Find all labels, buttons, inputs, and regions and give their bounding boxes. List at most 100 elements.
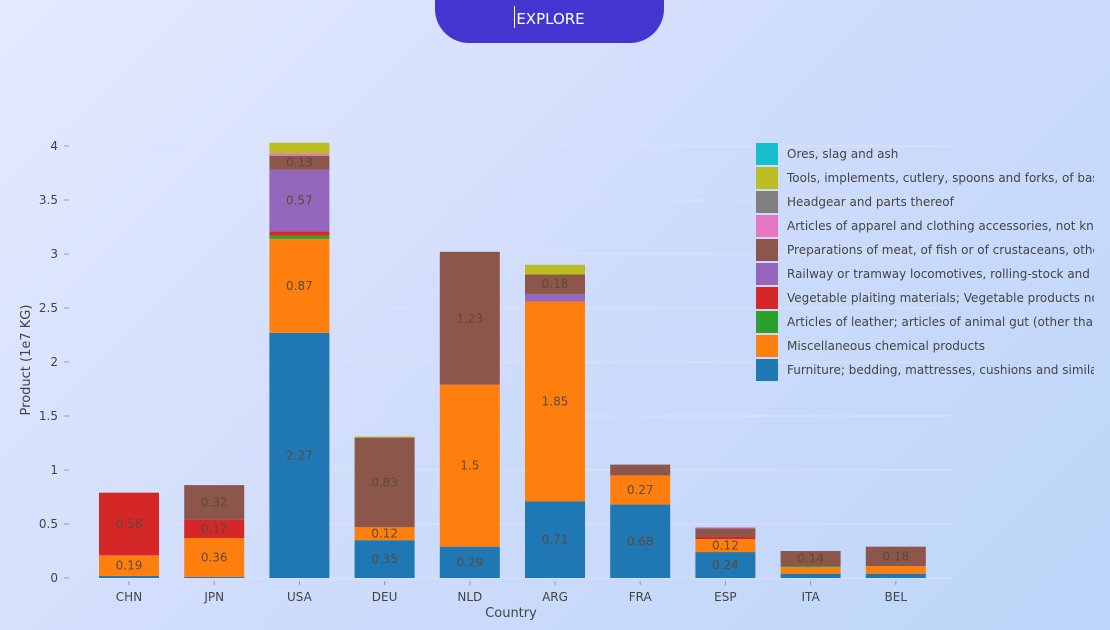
bar-segment[interactable] bbox=[439, 546, 500, 578]
bar-segment[interactable] bbox=[525, 264, 585, 275]
bar-segment[interactable] bbox=[184, 538, 245, 577]
legend-item[interactable]: Headgear and parts thereof bbox=[756, 190, 1094, 214]
bar-segment[interactable] bbox=[269, 235, 330, 239]
y-tick-label: 3.5 bbox=[39, 193, 58, 207]
bar-segment[interactable] bbox=[269, 155, 330, 170]
bar-segment[interactable] bbox=[269, 332, 330, 578]
bar-segment[interactable] bbox=[184, 519, 245, 539]
bar-segment[interactable] bbox=[525, 274, 585, 294]
bar-value-label: 0.58 bbox=[116, 517, 143, 531]
bar-segment[interactable] bbox=[610, 464, 671, 476]
legend-item[interactable]: Articles of leather; articles of animal … bbox=[756, 310, 1094, 334]
y-tick-label: 0 bbox=[50, 571, 58, 585]
bar-value-label: 0.57 bbox=[286, 194, 313, 208]
bar-value-label: 0.27 bbox=[627, 483, 654, 497]
bar-segment[interactable] bbox=[865, 546, 926, 567]
bar-value-label: 0.32 bbox=[201, 495, 228, 509]
bar-value-label: 0.24 bbox=[712, 558, 739, 572]
x-tick-label: BEL bbox=[885, 590, 908, 604]
legend-label: Railway or tramway locomotives, rolling-… bbox=[787, 267, 1094, 281]
bars[interactable] bbox=[99, 142, 926, 578]
x-axis-title: Country bbox=[485, 606, 537, 621]
y-tick-label: 4 bbox=[50, 139, 58, 153]
bar-segment[interactable] bbox=[184, 485, 245, 520]
bar-segment[interactable] bbox=[99, 575, 159, 578]
bar-segment[interactable] bbox=[865, 566, 926, 574]
bar-value-label: 0.87 bbox=[286, 279, 313, 293]
bar-segment[interactable] bbox=[695, 527, 756, 529]
bar-segment[interactable] bbox=[780, 573, 841, 578]
bar-value-label: 0.68 bbox=[627, 534, 654, 548]
legend-item[interactable]: Railway or tramway locomotives, rolling-… bbox=[756, 262, 1094, 286]
bar-value-label: 0.14 bbox=[797, 552, 824, 566]
bar-segment[interactable] bbox=[780, 567, 841, 574]
bar-segment[interactable] bbox=[354, 527, 415, 541]
bar-value-label: 0.83 bbox=[371, 475, 398, 489]
bar-value-label: 0.12 bbox=[712, 539, 739, 553]
bar-segment[interactable] bbox=[695, 528, 756, 537]
bar-segment[interactable] bbox=[525, 301, 585, 502]
bar-segment[interactable] bbox=[780, 566, 841, 568]
bar-segment[interactable] bbox=[354, 540, 415, 578]
legend-item[interactable]: Ores, slag and ash bbox=[756, 142, 1094, 166]
bar-segment[interactable] bbox=[695, 536, 756, 540]
bar-segment[interactable] bbox=[354, 437, 415, 528]
bar-segment[interactable] bbox=[439, 384, 500, 547]
x-tick-label: JPN bbox=[203, 590, 224, 604]
legend-item[interactable]: Articles of apparel and clothing accesso… bbox=[756, 214, 1094, 238]
bar-segment[interactable] bbox=[99, 492, 159, 556]
legend-item[interactable]: Vegetable plaiting materials; Vegetable … bbox=[756, 286, 1094, 310]
bar-segment[interactable] bbox=[184, 576, 245, 578]
bar-segment[interactable] bbox=[610, 475, 671, 505]
y-tick-label: 1 bbox=[50, 463, 58, 477]
x-tick-label: FRA bbox=[629, 590, 653, 604]
bar-segment[interactable] bbox=[695, 539, 756, 553]
y-tick-label: 2 bbox=[50, 355, 58, 369]
bar-value-label: 0.36 bbox=[201, 550, 228, 564]
legend-label: Articles of leather; articles of animal … bbox=[787, 315, 1094, 329]
y-tick-label: 2.5 bbox=[39, 301, 58, 315]
bar-segment[interactable] bbox=[354, 436, 415, 438]
bar-value-label: 0.17 bbox=[201, 522, 228, 536]
bar-value-label: 0.35 bbox=[371, 552, 398, 566]
legend-label: Vegetable plaiting materials; Vegetable … bbox=[787, 291, 1094, 305]
bar-segment[interactable] bbox=[269, 231, 330, 236]
explore-button[interactable]: EXPLORE bbox=[435, 0, 664, 43]
legend-label: Headgear and parts thereof bbox=[787, 195, 954, 209]
explore-label: EXPLORE bbox=[516, 10, 585, 28]
x-tick-label: ESP bbox=[714, 590, 736, 604]
legend-item[interactable]: Furniture; bedding, mattresses, cushions… bbox=[756, 358, 1094, 382]
bar-segment[interactable] bbox=[439, 251, 500, 385]
x-tick-label: USA bbox=[287, 590, 313, 604]
bar-value-label: 0.71 bbox=[542, 533, 569, 547]
data-labels: 0.19 0.58 0.36 0.17 0.32 2.27 0.87 0.57 0.13 0.35… bbox=[116, 156, 910, 573]
legend-item[interactable]: Tools, implements, cutlery, spoons and f… bbox=[756, 166, 1094, 190]
bar-segment[interactable] bbox=[525, 293, 585, 302]
x-tick-label: CHN bbox=[116, 590, 142, 604]
legend-swatch bbox=[756, 359, 778, 381]
y-axis-title: Product (1e7 KG) bbox=[19, 305, 34, 416]
legend-swatch bbox=[756, 335, 778, 357]
bar-segment[interactable] bbox=[99, 555, 159, 576]
legend-label: Preparations of meat, of fish or of crus… bbox=[787, 243, 1094, 257]
bar-value-label: 0.19 bbox=[116, 559, 143, 573]
bar-segment[interactable] bbox=[269, 153, 330, 156]
chart-legend[interactable]: Ores, slag and ash Tools, implements, cut… bbox=[756, 142, 1094, 382]
bar-value-label: 1.23 bbox=[456, 311, 483, 325]
bar-segment[interactable] bbox=[610, 504, 671, 578]
bar-segment[interactable] bbox=[865, 573, 926, 578]
legend-item[interactable]: Preparations of meat, of fish or of crus… bbox=[756, 238, 1094, 262]
bar-segment[interactable] bbox=[525, 501, 585, 578]
bar-segment[interactable] bbox=[269, 169, 330, 232]
legend-item[interactable]: Miscellaneous chemical products bbox=[756, 334, 1094, 358]
bar-segment[interactable] bbox=[269, 142, 330, 154]
bar-segment[interactable] bbox=[780, 551, 841, 567]
x-axis: CHN JPN USA DEU NLD ARG FRA ESP ITA BEL bbox=[116, 581, 908, 604]
bar-value-label: 0.13 bbox=[286, 156, 313, 170]
bar-segment[interactable] bbox=[695, 552, 756, 578]
bar-segment[interactable] bbox=[269, 238, 330, 333]
legend-swatch bbox=[756, 215, 778, 237]
y-tick-label: 1.5 bbox=[39, 409, 58, 423]
y-axis: 0 0.5 1 1.5 2 2.5 3 3.5 4 bbox=[39, 139, 69, 585]
